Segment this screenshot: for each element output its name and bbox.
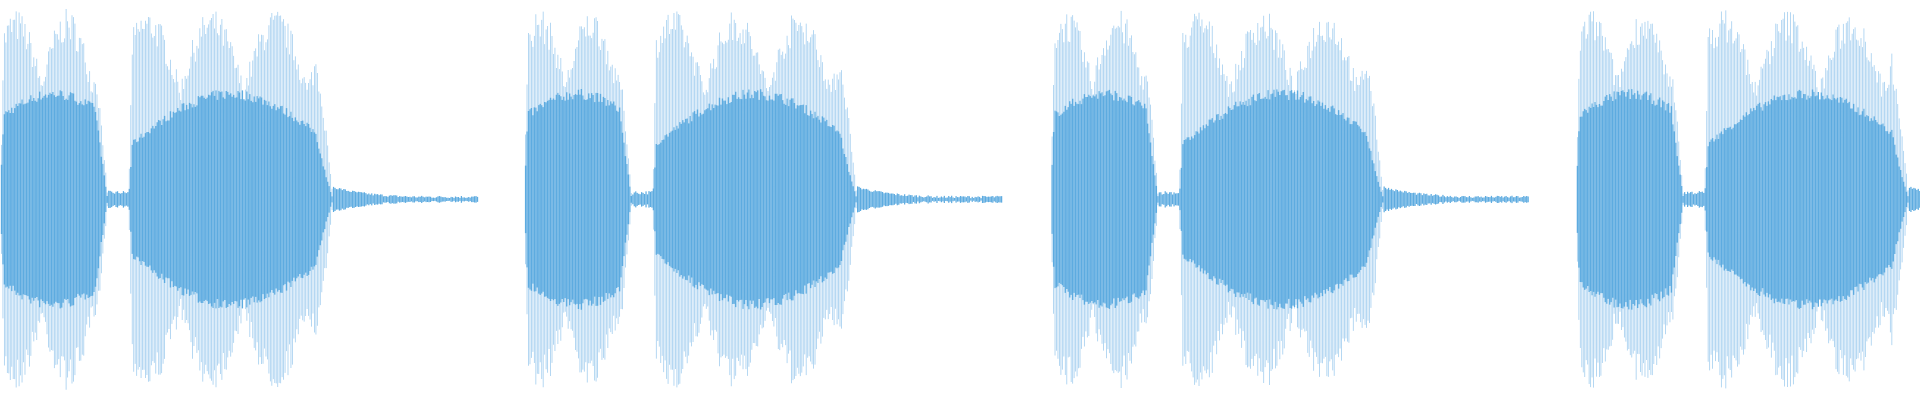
waveform-tail	[108, 186, 1920, 213]
waveform-body	[0, 88, 1909, 310]
